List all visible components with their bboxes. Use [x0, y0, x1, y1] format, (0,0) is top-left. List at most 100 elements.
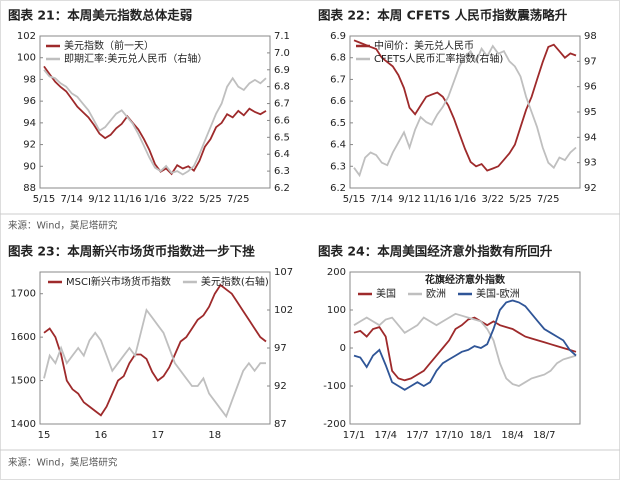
- y-tick-label: 98: [23, 74, 36, 85]
- y-tick-label: 1500: [11, 376, 36, 387]
- x-tick-label: 17/1: [343, 430, 365, 441]
- y-tick-label: 100: [327, 305, 346, 316]
- x-tick-label: 18/7: [533, 430, 555, 441]
- x-tick-label: 17/7: [406, 430, 428, 441]
- x-tick-label: 9/12: [398, 194, 420, 205]
- y-tick-label: 6.3: [330, 161, 346, 172]
- y2-tick-label: 97: [584, 56, 597, 67]
- y2-tick-label: 98: [584, 31, 597, 42]
- y2-tick-label: 6.2: [274, 183, 290, 194]
- y-tick-label: 1700: [11, 289, 36, 300]
- y-tick-label: -100: [323, 381, 346, 392]
- series-line: [43, 283, 267, 417]
- chart-subtitle: 花旗经济意外指数: [425, 273, 506, 286]
- source-note: 来源：Wind，莫尼塔研究: [8, 457, 118, 469]
- y-tick-label: 88: [23, 183, 36, 194]
- y2-tick-label: 6.6: [274, 115, 290, 126]
- x-tick-label: 17/10: [435, 430, 464, 441]
- y-tick-label: 1400: [11, 419, 36, 430]
- x-tick-label: 17/4: [374, 430, 396, 441]
- chart-title: 图表 21：本周美元指数总体走弱: [8, 8, 192, 23]
- y-tick-label: 6.7: [330, 74, 346, 85]
- legend-label: 中间价：美元兑人民币: [374, 39, 474, 52]
- chart-panel: 图表 22：本周 CFETS 人民币指数震荡略升 6.2 6.3 6.4 6.5 6.6 6…: [318, 8, 597, 206]
- y-tick-label: 6.5: [330, 118, 346, 129]
- x-tick-label: 7/25: [537, 194, 559, 205]
- y2-tick-label: 7.0: [274, 48, 290, 59]
- series-line: [353, 44, 577, 178]
- chart-title: 图表 22：本周 CFETS 人民币指数震荡略升: [318, 8, 568, 23]
- y-tick-label: -200: [323, 419, 346, 430]
- plot-frame: [39, 271, 271, 425]
- y2-tick-label: 97: [274, 343, 287, 354]
- x-tick-label: 15: [38, 430, 51, 441]
- y2-tick-label: 92: [274, 381, 287, 392]
- legend-label: CFETS人民币汇率指数(右轴): [374, 52, 503, 65]
- y-tick-label: 96: [23, 96, 36, 107]
- x-tick-label: 5/15: [33, 194, 55, 205]
- y2-tick-label: 6.4: [274, 149, 290, 160]
- y2-tick-label: 87: [274, 419, 287, 430]
- x-tick-label: 11/16: [423, 194, 452, 205]
- y2-tick-label: 95: [584, 107, 597, 118]
- y-tick-label: 94: [23, 118, 36, 129]
- legend-label: 美国: [376, 287, 396, 300]
- y-tick-label: 6.6: [330, 96, 346, 107]
- y2-tick-label: 6.7: [274, 99, 290, 110]
- y2-tick-label: 6.9: [274, 65, 290, 76]
- chart-title: 图表 24：本周美国经济意外指数有所回升: [318, 244, 553, 259]
- x-tick-label: 7/14: [61, 194, 83, 205]
- series-line: [353, 312, 577, 387]
- y-tick-label: 100: [17, 53, 36, 64]
- y2-tick-label: 92: [584, 183, 597, 194]
- y-tick-label: 102: [17, 31, 36, 42]
- y-tick-label: 6.8: [330, 53, 346, 64]
- legend-label: 美元指数(右轴): [201, 275, 269, 288]
- chart-panel: 图表 24：本周美国经济意外指数有所回升 -200 -100 0 100 200 17/1 1…: [318, 244, 581, 441]
- x-tick-label: 1/16: [144, 194, 166, 205]
- series-line: [353, 39, 577, 172]
- x-tick-label: 5/25: [509, 194, 531, 205]
- legend-label: 欧洲: [426, 288, 446, 300]
- y-tick-label: 200: [327, 267, 346, 278]
- y-tick-label: 90: [23, 161, 36, 172]
- x-tick-label: 3/22: [172, 194, 194, 205]
- legend-label: MSCI新兴市场货币指数: [66, 275, 171, 288]
- y-tick-label: 6.9: [330, 31, 346, 42]
- y2-tick-label: 102: [274, 305, 293, 316]
- legend-label: 美国-欧洲: [476, 287, 520, 300]
- chart-panel: 图表 23：本周新兴市场货币指数进一步下挫 1400 1500 1600 1700 87 9…: [8, 244, 293, 442]
- y-tick-label: 6.4: [330, 140, 346, 151]
- y-tick-label: 92: [23, 140, 36, 151]
- x-tick-label: 16: [95, 430, 108, 441]
- y-tick-label: 1600: [11, 332, 36, 343]
- source-note: 来源：Wind，莫尼塔研究: [8, 220, 118, 232]
- y2-tick-label: 6.3: [274, 166, 290, 177]
- plot-frame: [39, 35, 271, 189]
- y-tick-label: 6.2: [330, 183, 346, 194]
- y2-tick-label: 7.1: [274, 31, 290, 42]
- x-tick-label: 7/25: [227, 194, 249, 205]
- y2-tick-label: 6.5: [274, 132, 290, 143]
- x-tick-label: 5/15: [343, 194, 365, 205]
- x-tick-label: 18: [208, 430, 221, 441]
- series-line: [43, 307, 266, 419]
- x-tick-label: 5/25: [199, 194, 221, 205]
- x-tick-label: 17: [151, 430, 164, 441]
- x-tick-label: 18/1: [470, 430, 492, 441]
- chart-panel: 图表 21：本周美元指数总体走弱 88 90 92 94 96 98 100 102 6.2 6.3…: [8, 8, 290, 206]
- legend-label: 即期汇率:美元兑人民币（右轴）: [64, 52, 207, 65]
- y2-tick-label: 6.8: [274, 82, 290, 93]
- x-tick-label: 3/22: [482, 194, 504, 205]
- legend-label: 美元指数（前一天）: [64, 39, 154, 52]
- x-tick-label: 11/16: [113, 194, 142, 205]
- series-line: [43, 65, 267, 176]
- series-line: [353, 299, 577, 391]
- chart-title: 图表 23：本周新兴市场货币指数进一步下挫: [8, 244, 255, 259]
- series-line: [353, 316, 577, 382]
- x-tick-label: 1/16: [454, 194, 476, 205]
- x-tick-label: 9/12: [88, 194, 110, 205]
- y2-tick-label: 93: [584, 158, 597, 169]
